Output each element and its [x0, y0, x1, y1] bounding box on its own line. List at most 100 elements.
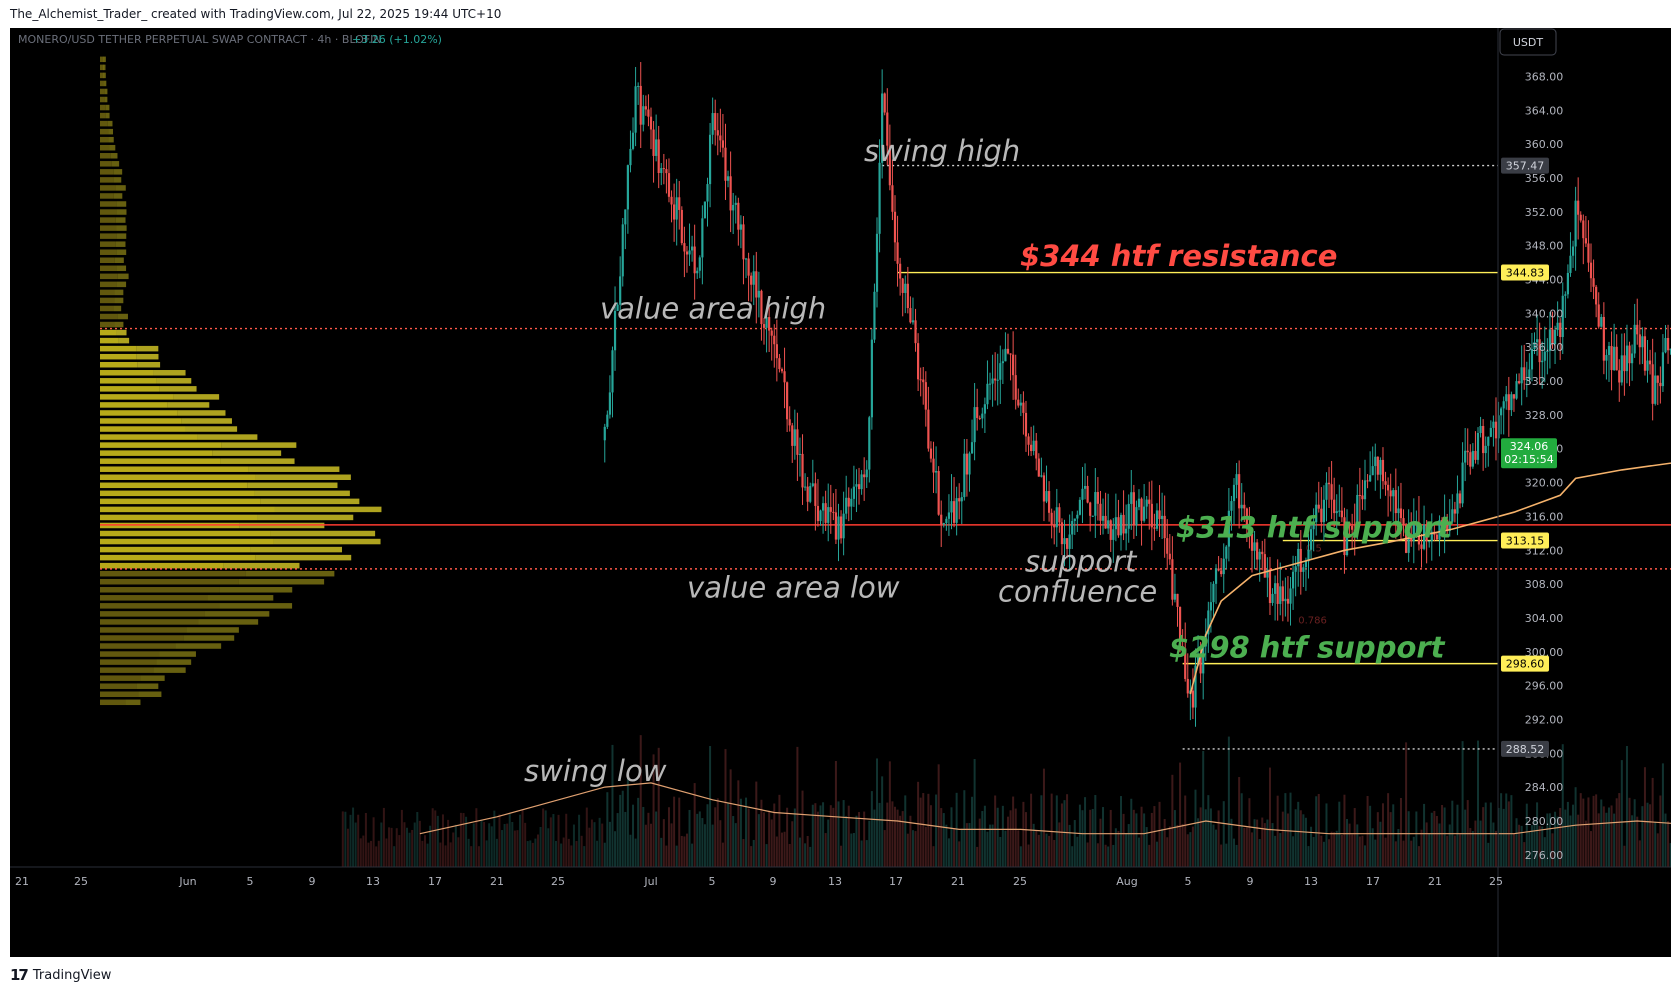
volume-bar [1371, 828, 1374, 867]
price-badge [1501, 532, 1549, 549]
candle-body [1009, 353, 1012, 355]
candle-body [906, 283, 909, 309]
candle-body [688, 250, 691, 255]
profile-bar [100, 257, 115, 264]
candle-body [837, 516, 840, 540]
profile-bar [100, 169, 114, 175]
candle-body [1361, 495, 1364, 500]
candle-body [1199, 654, 1202, 674]
price-chart[interactable]: 0.50.786 swing high $344 htf resistance va… [10, 28, 1671, 957]
candle-body [863, 474, 866, 478]
profile-bar [100, 128, 109, 135]
volume-bar [1618, 793, 1621, 867]
candle-body [819, 510, 822, 522]
candle-body [914, 320, 917, 344]
volume-bar [1564, 809, 1567, 867]
profile-bar-outer [114, 297, 124, 304]
volume-bar [865, 840, 868, 867]
volume-bar [1112, 844, 1115, 867]
volume-bar [1220, 844, 1223, 867]
volume-bar [935, 794, 938, 867]
volume-bar [1294, 809, 1297, 867]
chart-area[interactable]: 0.50.786 swing high $344 htf resistance va… [10, 28, 1671, 957]
volume-bar [1402, 840, 1405, 867]
currency-button[interactable]: USDT [1499, 28, 1557, 56]
volume-bar [1176, 824, 1179, 867]
volume-bar [603, 842, 606, 867]
credit-text: The_Alchemist_Trader_ created with Tradi… [10, 7, 502, 21]
profile-bar-outer [140, 675, 165, 681]
volume-bar [1425, 822, 1428, 867]
volume-bar [642, 806, 645, 867]
candle-body [642, 106, 645, 125]
volume-bar [572, 824, 575, 867]
profile-bar-outer [156, 659, 192, 665]
candle-body [1017, 399, 1020, 406]
volume-bar [447, 819, 450, 867]
profile-bar [100, 659, 157, 665]
candle-body [1160, 515, 1164, 520]
candle-body [1330, 484, 1333, 500]
volume-bar [1153, 806, 1156, 867]
candle-body [1435, 534, 1439, 540]
profile-bar-outer [153, 370, 186, 376]
candle-body [809, 486, 812, 502]
price-badge-label: 298.60 [1506, 658, 1545, 671]
candle-body [1081, 488, 1084, 500]
profile-bar [100, 161, 112, 167]
candle-body [1371, 466, 1374, 476]
price-axis[interactable]: 368.00 364.00 360.00 356.00 352.00 348.00 344.… [1497, 28, 1563, 957]
volume-bar [511, 821, 514, 867]
candle-body [1194, 665, 1197, 708]
candle-body [999, 363, 1002, 380]
candle-body [1055, 507, 1058, 528]
candle-body [1356, 494, 1359, 534]
profile-bar-outer [274, 506, 382, 513]
candle-body [1633, 324, 1636, 354]
volume-bar [1346, 818, 1349, 867]
candle-body [991, 378, 994, 384]
volume-bar [868, 820, 871, 867]
candle-body [1379, 459, 1382, 475]
volume-bar [1048, 835, 1051, 867]
volume-bar [1523, 842, 1526, 867]
volume-bar [1333, 832, 1336, 867]
profile-bar [100, 88, 105, 95]
volume-bar [598, 817, 601, 867]
volume-bar [1328, 839, 1331, 867]
profile-bar [100, 458, 221, 464]
volume-bar [1595, 794, 1598, 867]
candle-body [896, 242, 899, 264]
volume-bar [709, 746, 712, 867]
volume-bar [1546, 813, 1549, 867]
candle-body [1500, 408, 1503, 416]
time-tick-label: 21 [1428, 875, 1442, 888]
candle-body [1068, 534, 1071, 549]
tradingview-logo-icon[interactable]: 17 [10, 966, 29, 984]
fib-label: 0.786 [1298, 616, 1327, 627]
candle-body [1502, 401, 1505, 409]
time-axis[interactable]: 21 25 Jun 5 9 13 17 21 25 Jul 5 9 13 17 21 25 Aug 5 9 13 17 2… [10, 866, 1671, 888]
candle-body [1153, 527, 1156, 529]
candle-body [1340, 510, 1343, 518]
volume-bar [1171, 774, 1174, 867]
candle-body [1094, 492, 1097, 516]
volume-bar [1384, 837, 1387, 867]
current-price-label: 324.06 [1510, 440, 1549, 453]
candle-body [1566, 272, 1569, 295]
volume-bar [354, 822, 357, 867]
volume-bar [965, 823, 968, 867]
volume-bar [524, 822, 527, 867]
volume-bar [940, 808, 943, 867]
candle-body [850, 498, 853, 507]
candle-body [1666, 338, 1670, 351]
volume-bar [346, 828, 349, 867]
profile-bar-outer [220, 458, 295, 464]
volume-bar [416, 812, 419, 867]
profile-bar-outer [238, 578, 325, 585]
candle-body [958, 498, 961, 502]
currency-label[interactable]: USDT [1513, 36, 1544, 49]
volume-bar [1577, 814, 1580, 867]
volume-bar [1094, 795, 1097, 867]
top-bar: The_Alchemist_Trader_ created with Tradi… [0, 0, 1677, 28]
